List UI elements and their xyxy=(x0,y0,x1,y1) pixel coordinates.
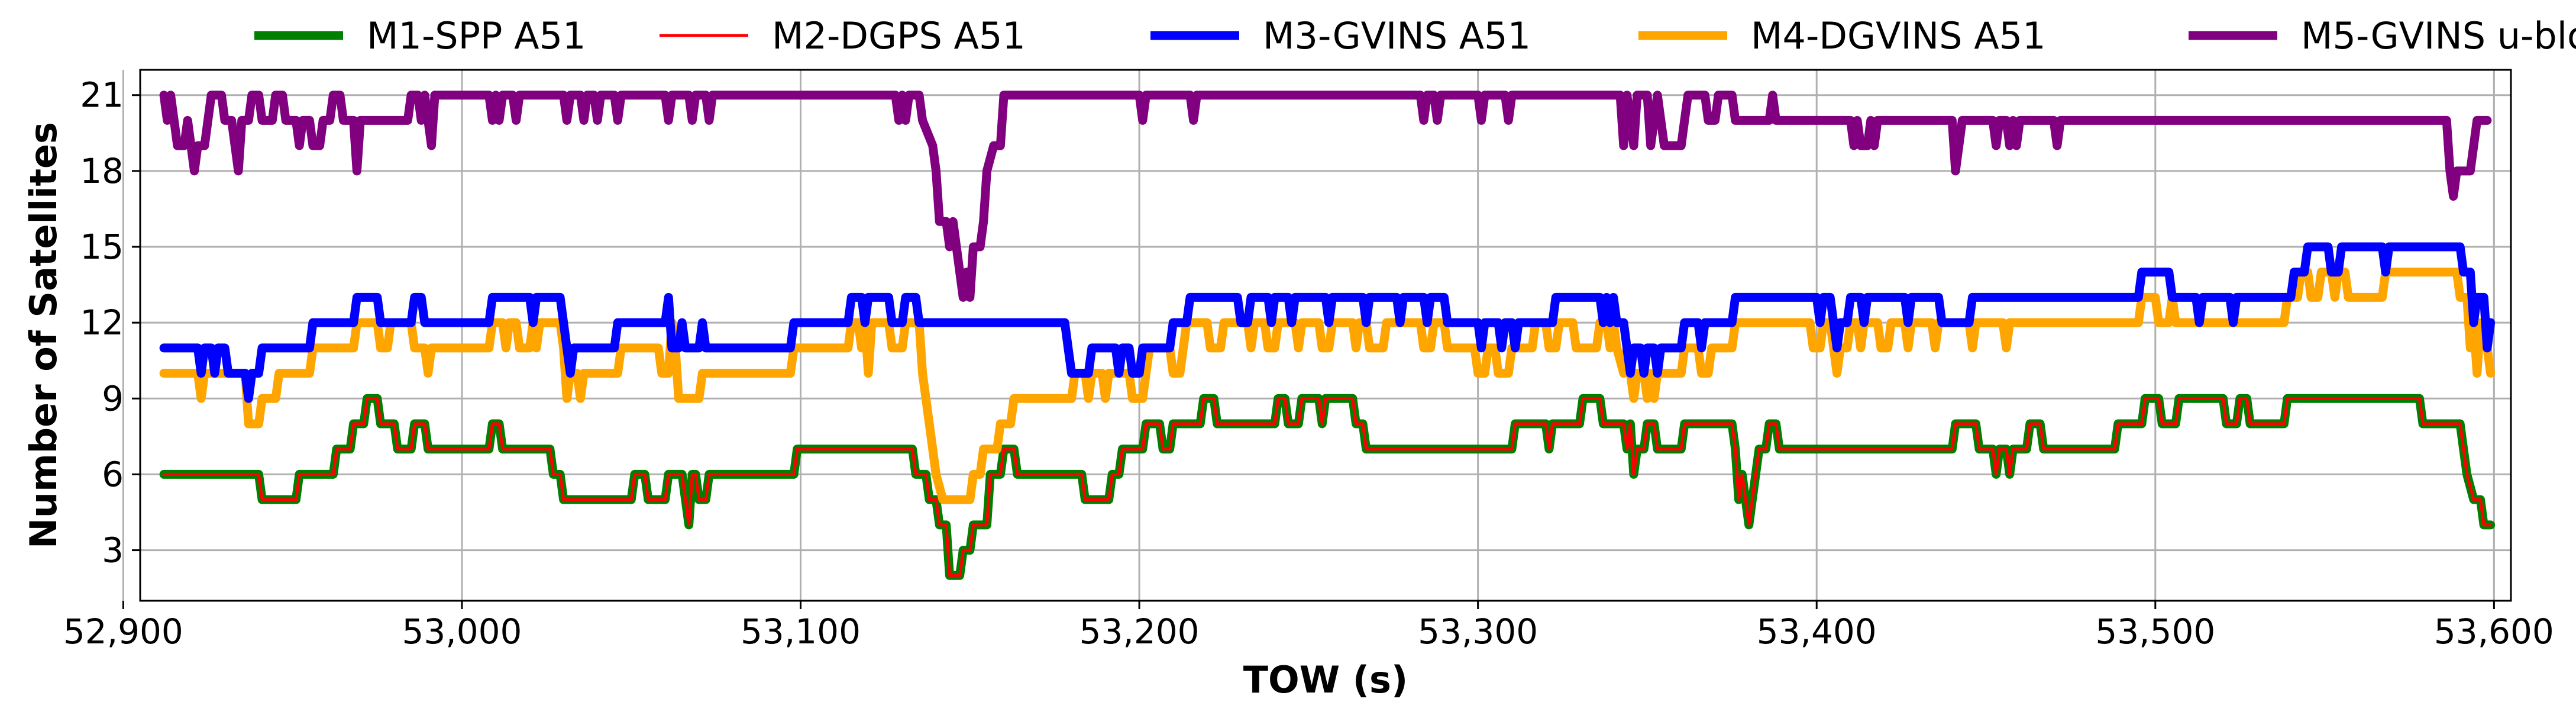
x-tick-label: 53,400 xyxy=(1757,611,1877,652)
series-line-m5-gvins-u-blox xyxy=(159,91,2492,302)
series-line-m3-gvins-a51 xyxy=(159,242,2496,403)
y-tick-label: 18 xyxy=(80,151,124,191)
x-tick-label: 52,900 xyxy=(63,611,183,652)
y-tick-label: 3 xyxy=(102,530,124,571)
legend-label-m2-dgps-a51: M2-DGPS A51 xyxy=(772,14,1026,57)
series-line-m2-dgps-a51 xyxy=(162,397,2493,577)
x-tick-label: 53,100 xyxy=(741,611,861,652)
y-tick-label: 12 xyxy=(80,302,124,343)
x-tick-label: 53,600 xyxy=(2434,611,2554,652)
x-tick-label: 53,200 xyxy=(1079,611,1200,652)
legend: M1-SPP A51 M2-DGPS A51 M3-GVINS A51 M4-DGVI… xyxy=(254,14,2576,57)
y-tick-label: 9 xyxy=(102,378,124,418)
legend-label-m5-gvins-u-blox: M5-GVINS u-blox xyxy=(2301,14,2576,57)
plot-frame xyxy=(139,69,2512,602)
x-tick-label: 53,300 xyxy=(1418,611,1538,652)
plot-series xyxy=(159,91,2496,580)
y-axis: 3 6 9 12 15 18 21 xyxy=(80,75,140,571)
x-tick-label: 53,500 xyxy=(2095,611,2215,652)
x-tick-label: 53,000 xyxy=(402,611,522,652)
x-axis-label: TOW (s) xyxy=(1243,658,1408,701)
legend-label-m4-dgvins-a51: M4-DGVINS A51 xyxy=(1751,14,2046,57)
legend-label-m3-gvins-a51: M3-GVINS A51 xyxy=(1263,14,1531,57)
x-axis: 52,900 53,000 53,100 53,200 53,300 53,400 53,5… xyxy=(63,601,2554,652)
y-tick-label: 15 xyxy=(80,227,124,267)
y-tick-label: 21 xyxy=(80,75,124,115)
y-axis-label: Number of Satellites xyxy=(22,122,65,549)
legend-label-m1-spp-a51: M1-SPP A51 xyxy=(367,14,586,57)
y-tick-label: 6 xyxy=(102,454,124,494)
